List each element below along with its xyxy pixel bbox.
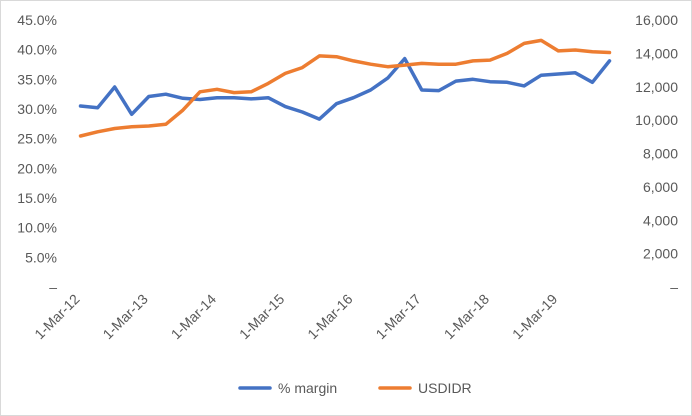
- legend-label: % margin: [278, 380, 337, 396]
- right-axis: – 2,000 4,000 6,000 8,000 10,000 12,000 14,000 1…: [635, 12, 678, 295]
- x-tick-label: 1-Mar-13: [99, 291, 151, 343]
- series-line-usdidr: [78, 38, 612, 138]
- right-tick-label: 12,000: [635, 79, 678, 95]
- right-tick-label: 10,000: [635, 112, 678, 128]
- right-tick-label: 6,000: [643, 179, 678, 195]
- right-tick-label: 4,000: [643, 212, 678, 228]
- x-tick-label: 1-Mar-12: [31, 291, 83, 343]
- legend: % margin USDIDR: [238, 380, 472, 396]
- right-tick-label: 14,000: [635, 45, 678, 61]
- left-tick-label: 10.0%: [17, 220, 57, 236]
- left-tick-label: 40.0%: [17, 42, 57, 58]
- series-lines: [78, 38, 612, 138]
- x-tick-label: 1-Mar-17: [372, 291, 424, 343]
- left-tick-label: 45.0%: [17, 12, 57, 28]
- right-tick-label: 2,000: [643, 246, 678, 262]
- right-tick-label: –: [670, 279, 678, 295]
- left-axis: – 5.0% 10.0% 15.0% 20.0% 25.0% 30.0% 35.0% 40.0%…: [17, 12, 57, 295]
- x-tick-label: 1-Mar-15: [236, 291, 288, 343]
- left-tick-label: 5.0%: [25, 249, 57, 265]
- left-tick-label: –: [49, 279, 57, 295]
- left-tick-label: 25.0%: [17, 131, 57, 147]
- legend-label: USDIDR: [418, 380, 472, 396]
- x-tick-label: 1-Mar-18: [441, 291, 493, 343]
- right-tick-label: 16,000: [635, 12, 678, 28]
- x-tick-label: 1-Mar-14: [168, 291, 220, 343]
- series-line-margin: [78, 56, 612, 121]
- right-tick-label: 8,000: [643, 146, 678, 162]
- x-tick-label: 1-Mar-19: [509, 291, 561, 343]
- x-tick-label: 1-Mar-16: [304, 291, 356, 343]
- left-tick-label: 30.0%: [17, 101, 57, 117]
- left-tick-label: 35.0%: [17, 71, 57, 87]
- x-axis: 1-Mar-12 1-Mar-13 1-Mar-14 1-Mar-15 1-Mar-16…: [31, 291, 560, 343]
- left-tick-label: 15.0%: [17, 190, 57, 206]
- left-tick-label: 20.0%: [17, 160, 57, 176]
